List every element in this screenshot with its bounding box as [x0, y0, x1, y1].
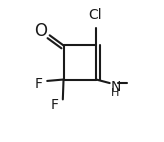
Text: O: O — [34, 22, 47, 39]
Text: F: F — [50, 98, 58, 112]
Text: H: H — [111, 88, 120, 98]
Text: Cl: Cl — [89, 8, 102, 22]
Text: F: F — [35, 77, 43, 91]
Text: N: N — [110, 80, 121, 94]
